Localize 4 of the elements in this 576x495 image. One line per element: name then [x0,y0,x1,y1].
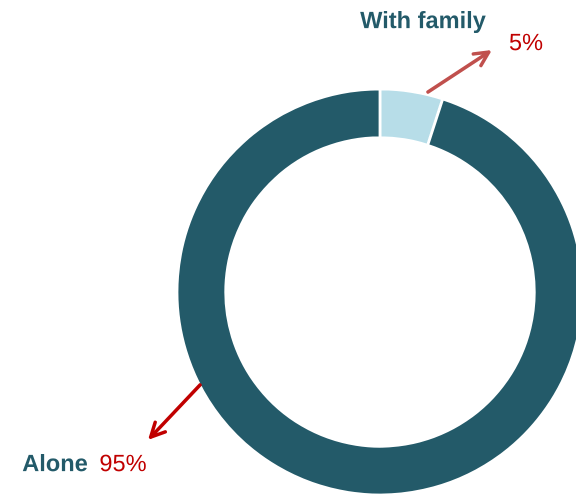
slice-label: Alone [22,454,87,472]
data-label: 95% [100,454,146,472]
data-label: 5% [510,34,542,50]
slice-label: With family [360,10,486,34]
